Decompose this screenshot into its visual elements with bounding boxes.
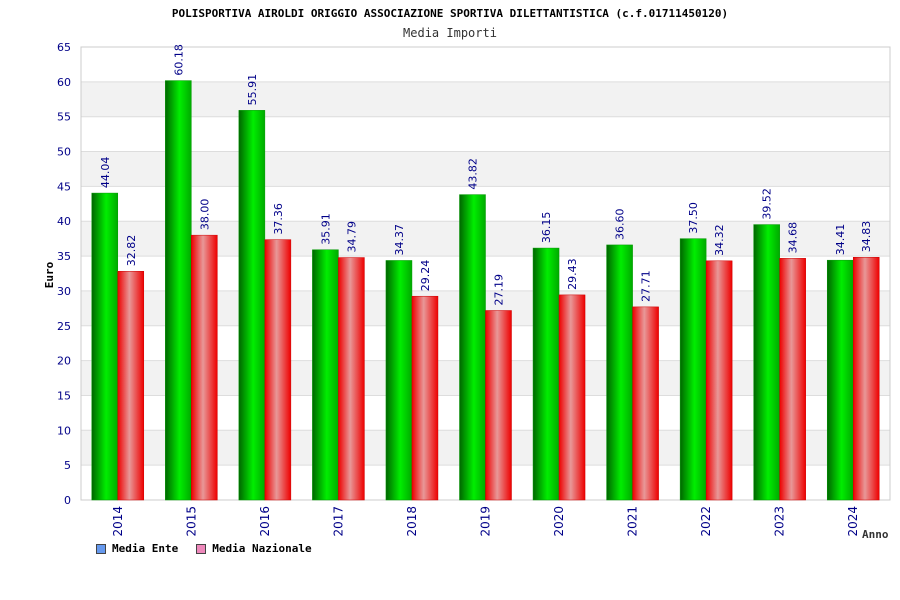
y-axis-label: Euro xyxy=(43,261,56,288)
bar-media-ente xyxy=(165,80,192,501)
y-tick-label: 20 xyxy=(57,355,71,368)
y-tick-label: 55 xyxy=(57,111,71,124)
data-label-media-ente: 55.91 xyxy=(246,74,259,106)
x-tick-label: 2014 xyxy=(111,506,125,537)
bar-media-nazionale xyxy=(264,239,292,501)
y-tick-label: 60 xyxy=(57,76,71,89)
y-tick-label: 15 xyxy=(57,389,71,402)
bar-media-nazionale xyxy=(632,306,659,501)
bar-media-ente xyxy=(312,249,339,501)
y-tick-label: 30 xyxy=(57,285,71,298)
x-tick-label: 2017 xyxy=(331,506,345,537)
bar-media-nazionale xyxy=(779,258,806,501)
bar-media-ente xyxy=(238,110,266,501)
y-tick-label: 25 xyxy=(57,320,71,333)
data-label-media-ente: 39.52 xyxy=(761,188,774,220)
bar-media-ente xyxy=(385,260,413,501)
y-tick-label: 10 xyxy=(57,424,71,437)
legend-swatch-nazionale xyxy=(196,543,207,554)
grid-band xyxy=(81,151,890,187)
bar-media-ente xyxy=(753,224,780,501)
data-label-media-ente: 44.04 xyxy=(99,157,112,189)
y-tick-label: 65 xyxy=(57,41,71,54)
legend-item-ente: Media Ente xyxy=(96,542,178,555)
bar-media-nazionale xyxy=(191,234,218,501)
x-tick-label: 2018 xyxy=(405,506,419,537)
bar-media-nazionale xyxy=(705,260,733,501)
bar-media-nazionale xyxy=(852,257,880,501)
x-tick-label: 2020 xyxy=(552,506,566,537)
data-label-media-nazionale: 29.43 xyxy=(566,258,579,290)
x-tick-label: 2023 xyxy=(773,506,787,537)
data-label-media-ente: 60.18 xyxy=(172,44,185,76)
legend-label-nazionale: Media Nazionale xyxy=(212,542,312,555)
data-label-media-nazionale: 27.71 xyxy=(640,270,653,302)
legend: Media Ente Media Nazionale xyxy=(96,542,312,555)
bar-media-nazionale xyxy=(338,257,365,501)
data-label-media-ente: 37.50 xyxy=(687,202,700,234)
data-label-media-ente: 34.41 xyxy=(834,224,847,256)
chart-subtitle: Media Importi xyxy=(403,26,497,40)
data-label-media-nazionale: 34.79 xyxy=(345,221,358,253)
x-tick-label: 2021 xyxy=(626,506,640,537)
data-label-media-ente: 36.60 xyxy=(614,208,627,240)
x-tick-label: 2024 xyxy=(846,506,860,537)
x-axis-label: Anno xyxy=(862,528,889,541)
data-label-media-nazionale: 27.19 xyxy=(493,274,506,306)
chart-title: POLISPORTIVA AIROLDI ORIGGIO ASSOCIAZION… xyxy=(172,7,728,20)
y-tick-label: 0 xyxy=(64,494,71,507)
x-tick-label: 2019 xyxy=(479,506,493,537)
y-tick-label: 5 xyxy=(64,459,71,472)
data-label-media-ente: 35.91 xyxy=(319,213,332,245)
data-label-media-ente: 34.37 xyxy=(393,224,406,256)
bar-media-ente xyxy=(91,192,119,501)
grid-band xyxy=(81,81,890,117)
x-tick-label: 2015 xyxy=(184,506,198,537)
bar-media-ente xyxy=(826,259,854,501)
data-label-media-nazionale: 34.32 xyxy=(713,224,726,256)
data-label-media-nazionale: 38.00 xyxy=(198,199,211,231)
bar-media-nazionale xyxy=(117,271,145,501)
y-tick-label: 35 xyxy=(57,250,71,263)
data-label-media-ente: 36.15 xyxy=(540,212,553,244)
legend-label-ente: Media Ente xyxy=(112,542,179,555)
legend-item-nazionale: Media Nazionale xyxy=(196,542,312,555)
y-tick-label: 50 xyxy=(57,146,71,159)
bar-media-nazionale xyxy=(485,310,512,501)
legend-swatch-ente xyxy=(96,543,106,554)
x-tick-label: 2022 xyxy=(699,506,713,537)
data-label-media-ente: 43.82 xyxy=(467,158,480,190)
data-label-media-nazionale: 32.82 xyxy=(125,235,138,267)
data-label-media-nazionale: 34.68 xyxy=(787,222,800,254)
bar-media-nazionale xyxy=(411,295,439,501)
x-tick-label: 2016 xyxy=(258,506,272,537)
bar-media-ente xyxy=(679,238,707,501)
y-tick-label: 40 xyxy=(57,215,71,228)
y-tick-label: 45 xyxy=(57,180,71,193)
bar-media-ente xyxy=(606,244,633,501)
bar-media-ente xyxy=(459,194,486,501)
bar-media-ente xyxy=(532,247,560,501)
data-label-media-nazionale: 34.83 xyxy=(860,221,873,253)
data-label-media-nazionale: 29.24 xyxy=(419,260,432,292)
bar-media-nazionale xyxy=(558,294,586,501)
data-label-media-nazionale: 37.36 xyxy=(272,203,285,235)
